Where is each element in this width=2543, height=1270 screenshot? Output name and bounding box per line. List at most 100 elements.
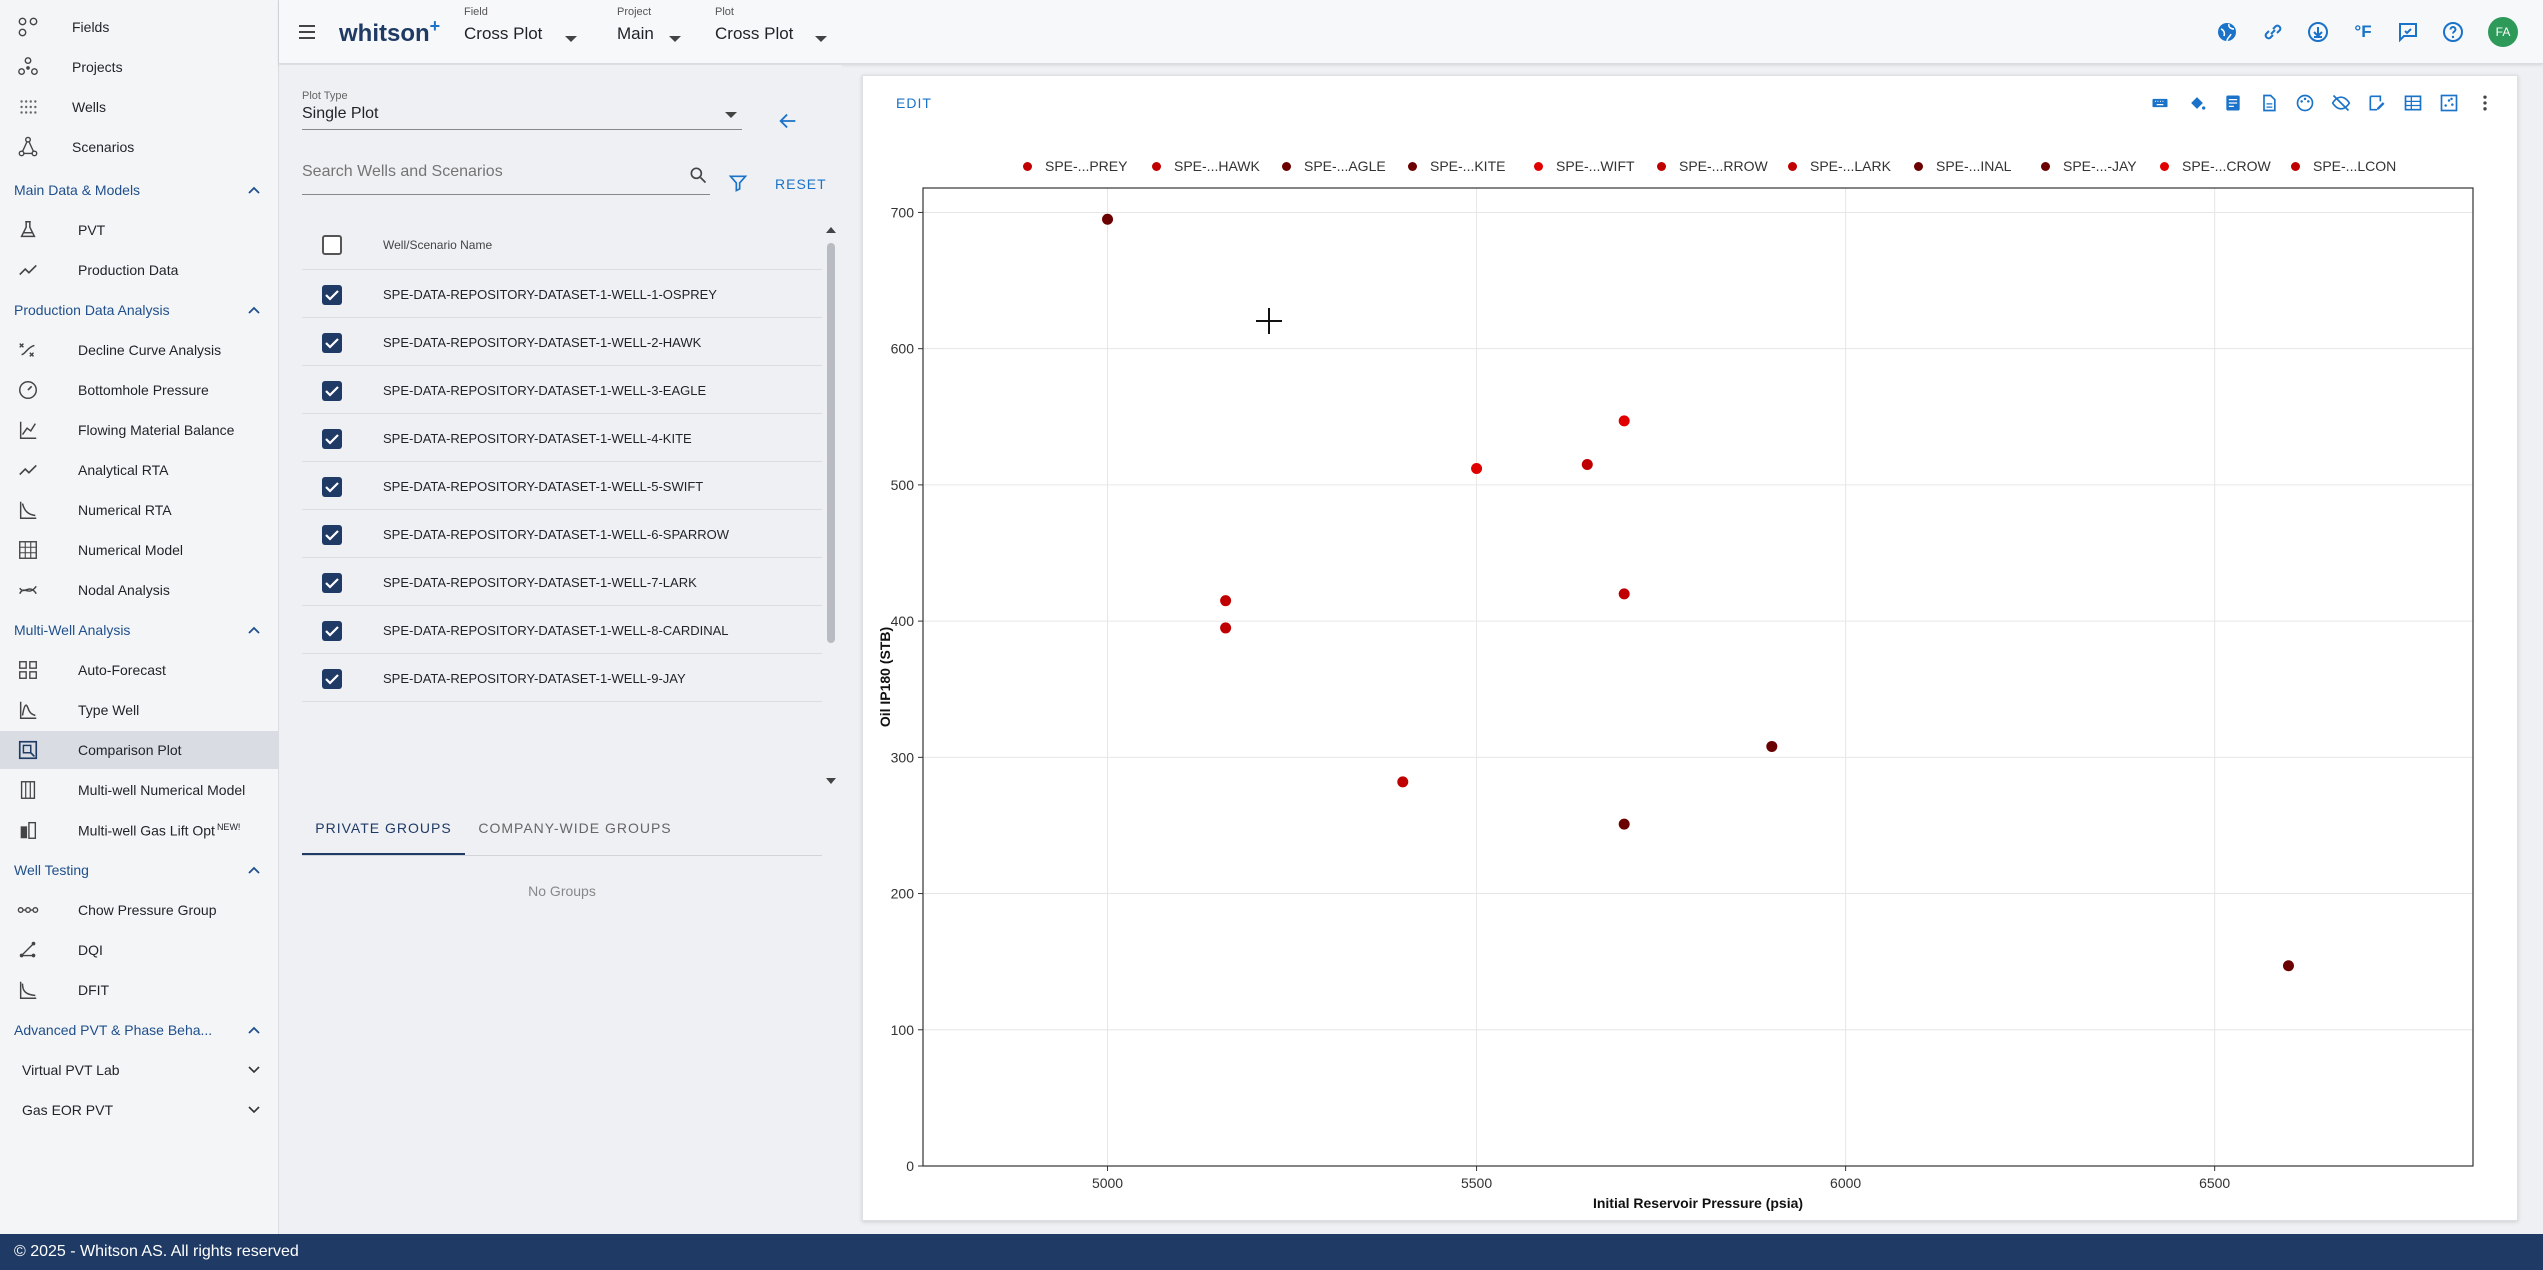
sidebar-item-dfit[interactable]: DFIT <box>0 971 279 1009</box>
sidebar-item-production-data[interactable]: Production Data <box>0 251 279 289</box>
tab-company-wide-groups[interactable]: COMPANY-WIDE GROUPS <box>465 815 685 855</box>
sidebar-item-type-well[interactable]: Type Well <box>0 691 279 729</box>
well-name[interactable]: SPE-DATA-REPOSITORY-DATASET-1-WELL-5-SWI… <box>383 479 704 494</box>
edit-chart-icon[interactable] <box>2364 90 2390 116</box>
data-point[interactable] <box>1618 415 1630 427</box>
sidebar-item-bottomhole-pressure[interactable]: Bottomhole Pressure <box>0 371 279 409</box>
data-point[interactable] <box>1581 458 1593 470</box>
sidebar-section-header[interactable]: Advanced PVT & Phase Beha... <box>0 1011 279 1049</box>
sidebar-item-numerical-model[interactable]: Numerical Model <box>0 531 279 569</box>
legend-item[interactable]: SPE-...CROW <box>2160 156 2271 176</box>
legend-item[interactable]: SPE-...WIFT <box>1534 156 1635 176</box>
well-name[interactable]: SPE-DATA-REPOSITORY-DATASET-1-WELL-4-KIT… <box>383 431 692 446</box>
legend-item[interactable]: SPE-...AGLE <box>1282 156 1386 176</box>
select-all-checkbox[interactable] <box>322 235 342 255</box>
legend-item[interactable]: SPE-...INAL <box>1914 156 2011 176</box>
download-icon[interactable] <box>2304 18 2332 46</box>
sidebar-item-nodal-analysis[interactable]: Nodal Analysis <box>0 571 279 609</box>
notes-icon[interactable] <box>2220 90 2246 116</box>
help-icon[interactable] <box>2439 18 2467 46</box>
well-checkbox[interactable] <box>322 285 342 305</box>
search-input[interactable] <box>302 163 662 181</box>
search-field[interactable] <box>302 163 710 195</box>
data-point[interactable] <box>1618 588 1630 600</box>
data-point[interactable] <box>1397 776 1409 788</box>
filter-icon[interactable] <box>728 173 748 198</box>
well-name[interactable]: SPE-DATA-REPOSITORY-DATASET-1-WELL-3-EAG… <box>383 383 707 398</box>
well-checkbox[interactable] <box>322 525 342 545</box>
document-icon[interactable] <box>2256 90 2282 116</box>
app-logo[interactable]: whitson+ <box>339 16 440 48</box>
scroll-down-icon[interactable] <box>826 778 836 784</box>
well-checkbox[interactable] <box>322 573 342 593</box>
sidebar-item-scenarios[interactable]: Scenarios <box>0 128 279 166</box>
menu-icon[interactable] <box>297 22 317 42</box>
sidebar-item-gas-eor-pvt[interactable]: Gas EOR PVT <box>0 1091 279 1129</box>
legend-item[interactable]: SPE-...HAWK <box>1152 156 1260 176</box>
list-scrollbar[interactable] <box>826 235 836 784</box>
field-select[interactable]: Field Cross Plot <box>464 6 584 58</box>
palette-icon[interactable] <box>2292 90 2318 116</box>
legend-item[interactable]: SPE-...LCON <box>2291 156 2396 176</box>
feedback-icon[interactable] <box>2394 18 2422 46</box>
well-checkbox[interactable] <box>322 381 342 401</box>
sidebar-item-pvt[interactable]: PVT <box>0 211 279 249</box>
sidebar-section-header[interactable]: Well Testing <box>0 851 279 889</box>
sidebar-item-auto-forecast[interactable]: Auto-Forecast <box>0 651 279 689</box>
data-point[interactable] <box>1471 463 1483 475</box>
collapse-panel-button[interactable] <box>777 110 803 136</box>
legend-item[interactable]: SPE-...PREY <box>1023 156 1127 176</box>
fahrenheit-icon[interactable]: °F <box>2349 18 2377 46</box>
scatter-icon[interactable] <box>2436 90 2462 116</box>
scroll-up-icon[interactable] <box>826 227 836 233</box>
plot-select[interactable]: Plot Cross Plot <box>715 6 835 58</box>
data-point[interactable] <box>2282 960 2294 972</box>
keyboard-icon[interactable] <box>2147 90 2173 116</box>
sidebar-item-multi-well-gas-lift-opt[interactable]: Multi-well Gas Lift Opt NEW! <box>0 811 279 849</box>
sidebar-item-dqi[interactable]: DQI <box>0 931 279 969</box>
well-checkbox[interactable] <box>322 477 342 497</box>
table-icon[interactable] <box>2400 90 2426 116</box>
sidebar-item-chow-pressure-group[interactable]: Chow Pressure Group <box>0 891 279 929</box>
legend-item[interactable]: SPE-...KITE <box>1408 156 1505 176</box>
sidebar-section-header[interactable]: Multi-Well Analysis <box>0 611 279 649</box>
legend-item[interactable]: SPE-...-JAY <box>2041 156 2137 176</box>
link-icon[interactable] <box>2259 18 2287 46</box>
well-name[interactable]: SPE-DATA-REPOSITORY-DATASET-1-WELL-7-LAR… <box>383 575 697 590</box>
sidebar-item-numerical-rta[interactable]: Numerical RTA <box>0 491 279 529</box>
sidebar-item-analytical-rta[interactable]: Analytical RTA <box>0 451 279 489</box>
sidebar-item-projects[interactable]: Projects <box>0 48 279 86</box>
tab-private-groups[interactable]: PRIVATE GROUPS <box>302 815 465 855</box>
sidebar-item-decline-curve-analysis[interactable]: Decline Curve Analysis <box>0 331 279 369</box>
project-select[interactable]: Project Main <box>617 6 687 58</box>
data-point[interactable] <box>1618 818 1630 830</box>
well-name[interactable]: SPE-DATA-REPOSITORY-DATASET-1-WELL-9-JAY <box>383 671 686 686</box>
plot-type-select[interactable]: Plot Type Single Plot <box>302 90 742 130</box>
data-point[interactable] <box>1220 595 1232 607</box>
reset-button[interactable]: RESET <box>775 176 827 192</box>
avatar[interactable]: FA <box>2488 17 2518 47</box>
well-name[interactable]: SPE-DATA-REPOSITORY-DATASET-1-WELL-2-HAW… <box>383 335 702 350</box>
hide-icon[interactable] <box>2328 90 2354 116</box>
well-name[interactable]: SPE-DATA-REPOSITORY-DATASET-1-WELL-8-CAR… <box>383 623 729 638</box>
sidebar-section-header[interactable]: Production Data Analysis <box>0 291 279 329</box>
data-point[interactable] <box>1220 622 1232 634</box>
scatter-chart[interactable]: 5000 5500 6000 6500 0 100 200 300 400 500 600 700 In… <box>863 76 2519 1222</box>
search-icon[interactable] <box>688 165 708 190</box>
well-checkbox[interactable] <box>322 333 342 353</box>
sidebar-item-comparison-plot[interactable]: Comparison Plot <box>0 731 279 769</box>
legend-item[interactable]: SPE-...RROW <box>1657 156 1768 176</box>
well-name[interactable]: SPE-DATA-REPOSITORY-DATASET-1-WELL-6-SPA… <box>383 527 730 542</box>
sidebar-section-header[interactable]: Main Data & Models <box>0 171 279 209</box>
sidebar-item-fields[interactable]: Fields <box>0 8 279 46</box>
well-checkbox[interactable] <box>322 429 342 449</box>
globe-icon[interactable] <box>2213 18 2241 46</box>
data-point[interactable] <box>1102 213 1114 225</box>
data-point[interactable] <box>1766 740 1778 752</box>
edit-button[interactable]: EDIT <box>896 95 932 111</box>
sidebar-item-virtual-pvt-lab[interactable]: Virtual PVT Lab <box>0 1051 279 1089</box>
fill-icon[interactable] <box>2184 90 2210 116</box>
well-checkbox[interactable] <box>322 621 342 641</box>
scrollbar-thumb[interactable] <box>827 243 835 643</box>
legend-item[interactable]: SPE-...LARK <box>1788 156 1891 176</box>
